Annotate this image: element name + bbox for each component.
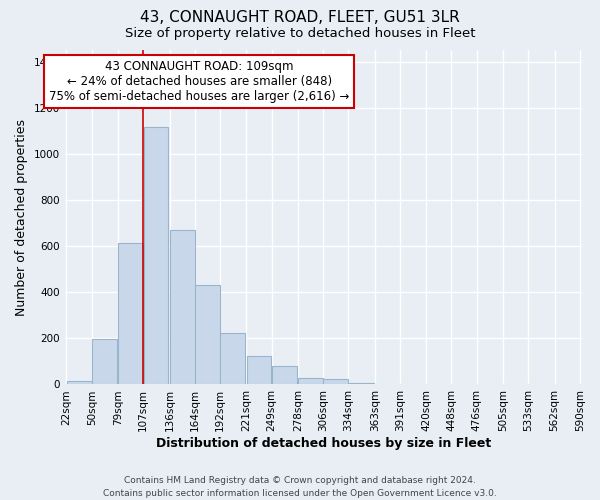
- Bar: [298, 378, 323, 384]
- Bar: [195, 286, 220, 384]
- Bar: [220, 332, 245, 384]
- Bar: [67, 381, 92, 384]
- Bar: [143, 128, 169, 384]
- X-axis label: Distribution of detached houses by size in Fleet: Distribution of detached houses by size …: [155, 437, 491, 450]
- Text: 43 CONNAUGHT ROAD: 109sqm
← 24% of detached houses are smaller (848)
75% of semi: 43 CONNAUGHT ROAD: 109sqm ← 24% of detac…: [49, 60, 349, 103]
- Text: Contains HM Land Registry data © Crown copyright and database right 2024.
Contai: Contains HM Land Registry data © Crown c…: [103, 476, 497, 498]
- Bar: [92, 340, 117, 384]
- Text: 43, CONNAUGHT ROAD, FLEET, GU51 3LR: 43, CONNAUGHT ROAD, FLEET, GU51 3LR: [140, 10, 460, 25]
- Bar: [323, 378, 348, 384]
- Bar: [247, 356, 271, 384]
- Text: Size of property relative to detached houses in Fleet: Size of property relative to detached ho…: [125, 28, 475, 40]
- Bar: [170, 230, 194, 384]
- Bar: [118, 242, 143, 384]
- Y-axis label: Number of detached properties: Number of detached properties: [15, 118, 28, 316]
- Bar: [272, 366, 297, 384]
